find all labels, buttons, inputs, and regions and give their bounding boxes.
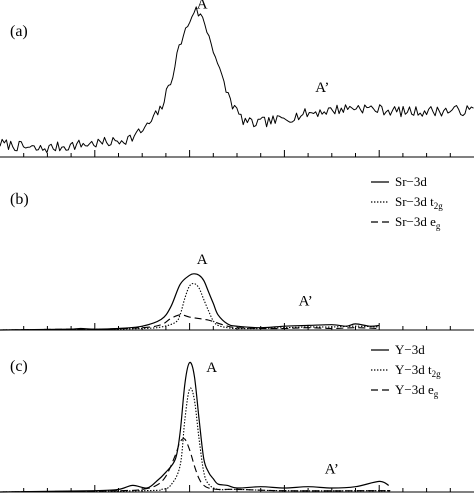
series-line-solid xyxy=(0,361,390,493)
legend-entry: Y−3d eg xyxy=(395,382,439,399)
peak-annotation: A xyxy=(197,0,208,12)
legend-entry: Sr−3d t2g xyxy=(395,194,443,211)
series-line-solid xyxy=(0,273,380,331)
panel-label: (c) xyxy=(10,358,28,375)
legend: Sr−3d Sr−3d t2g Sr−3d eg xyxy=(371,174,443,231)
series-line-dotted xyxy=(0,282,380,331)
peak-annotation: A xyxy=(206,360,217,376)
series-line xyxy=(0,6,474,154)
chart-panel-c: (c) A A’ Y−3d Y−3d t2g Y−3d eg xyxy=(0,342,474,493)
legend-entry: Sr−3d xyxy=(395,174,427,189)
legend-entry: Y−3d xyxy=(395,342,425,357)
series-line-dashed xyxy=(0,314,380,331)
panel-label: (b) xyxy=(10,191,29,208)
legend-entry: Sr−3d eg xyxy=(395,214,441,231)
panel-label: (a) xyxy=(10,23,28,40)
legend: Y−3d Y−3d t2g Y−3d eg xyxy=(371,342,441,399)
peak-annotation: A’ xyxy=(315,80,329,96)
legend-entry: Y−3d t2g xyxy=(395,362,441,379)
chart-panel-b: (b) A A’ Sr−3d Sr−3d t2g Sr−3d eg xyxy=(0,174,474,331)
peak-annotation: A’ xyxy=(325,462,339,478)
peak-annotation: A’ xyxy=(299,294,313,310)
chart-panel-a: (a) A A’ xyxy=(0,0,474,158)
series-line-dashed xyxy=(0,438,391,493)
peak-annotation: A xyxy=(197,252,208,268)
